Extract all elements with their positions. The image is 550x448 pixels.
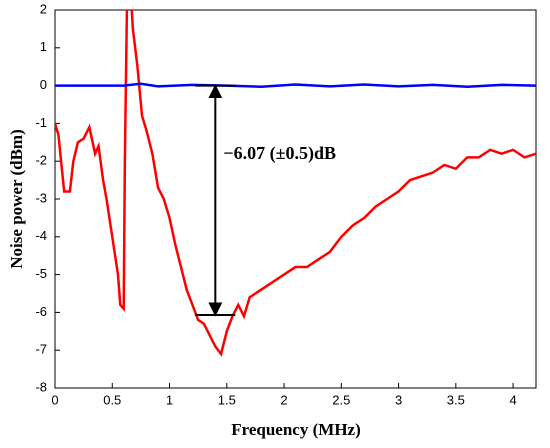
x-tick-label: 3.5: [447, 392, 465, 407]
x-tick-label: 4: [509, 392, 516, 407]
y-tick-label: -7: [35, 342, 47, 357]
x-tick-label: 1.5: [218, 392, 236, 407]
series-line: [55, 82, 536, 88]
series-line: [55, 10, 536, 357]
x-tick-label: 1: [166, 392, 173, 407]
annotation-text: −6.07 (±0.5)dB: [223, 143, 336, 164]
x-tick-label: 0: [51, 392, 58, 407]
x-tick-label: 0.5: [103, 392, 121, 407]
y-tick-label: -3: [35, 190, 47, 205]
x-tick-label: 3: [395, 392, 402, 407]
y-tick-label: -4: [35, 228, 47, 243]
y-axis-label: Noise power (dBm): [7, 129, 26, 268]
y-tick-label: -6: [35, 304, 47, 319]
y-tick-label: -8: [35, 379, 47, 394]
y-tick-label: -1: [35, 115, 47, 130]
y-tick-label: 2: [40, 1, 47, 16]
x-tick-label: 2: [280, 392, 287, 407]
y-tick-label: 0: [40, 77, 47, 92]
y-tick-label: 1: [40, 39, 47, 54]
y-tick-label: -5: [35, 266, 47, 281]
x-tick-label: 2.5: [332, 392, 350, 407]
y-tick-label: -2: [35, 153, 47, 168]
x-axis-label: Frequency (MHz): [231, 420, 361, 439]
